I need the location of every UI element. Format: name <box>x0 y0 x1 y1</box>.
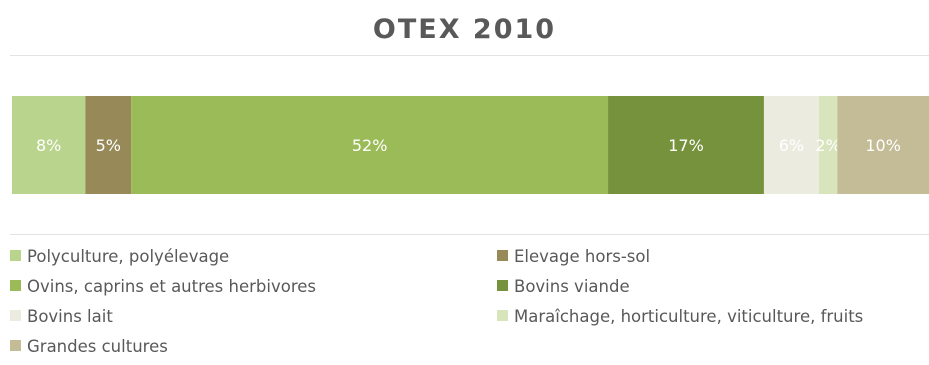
bar-segment <box>837 96 929 194</box>
data-label: 2% <box>815 136 840 155</box>
legend-item: Polyculture, polyélevage <box>10 245 229 269</box>
legend-divider <box>10 234 929 235</box>
legend-item: Grandes cultures <box>10 335 168 359</box>
chart-legend: Polyculture, polyélevage Elevage hors-sol… <box>10 245 929 365</box>
data-label: 17% <box>668 136 704 155</box>
legend-swatch <box>10 310 21 321</box>
bar-segment <box>12 96 86 194</box>
data-label: 10% <box>865 136 901 155</box>
legend-label: Grandes cultures <box>27 337 168 356</box>
legend-label: Maraîchage, horticulture, viticulture, f… <box>514 307 864 326</box>
bar-segment <box>608 96 764 194</box>
bar-segment <box>131 96 609 194</box>
legend-label: Ovins, caprins et autres herbivores <box>27 277 316 296</box>
legend-swatch <box>497 310 508 321</box>
legend-item: Bovins lait <box>10 305 113 329</box>
legend-label: Bovins lait <box>27 307 113 326</box>
title-divider <box>10 55 929 56</box>
legend-item: Bovins viande <box>497 275 630 299</box>
bar-segment <box>85 96 132 194</box>
legend-item: Elevage hors-sol <box>497 245 650 269</box>
legend-label: Polyculture, polyélevage <box>27 247 230 266</box>
legend-swatch <box>497 280 508 291</box>
legend-swatch <box>10 250 21 261</box>
stacked-bar-plot: 8% 5% 52% 17% 6% 2% 10% <box>12 96 929 194</box>
legend-label: Bovins viande <box>514 277 630 296</box>
data-label: 6% <box>779 136 804 155</box>
legend-swatch <box>10 280 21 291</box>
chart-title: OTEX 2010 <box>372 14 557 45</box>
legend-swatch <box>497 250 508 261</box>
data-label: 8% <box>36 136 61 155</box>
data-label: 52% <box>352 136 388 155</box>
bar-segment <box>818 96 838 194</box>
bar-segment <box>763 96 819 194</box>
legend-item: Ovins, caprins et autres herbivores <box>10 275 316 299</box>
legend-item: Maraîchage, horticulture, viticulture, f… <box>497 305 863 329</box>
legend-swatch <box>10 340 21 351</box>
data-label: 5% <box>96 136 121 155</box>
legend-label: Elevage hors-sol <box>514 247 651 266</box>
